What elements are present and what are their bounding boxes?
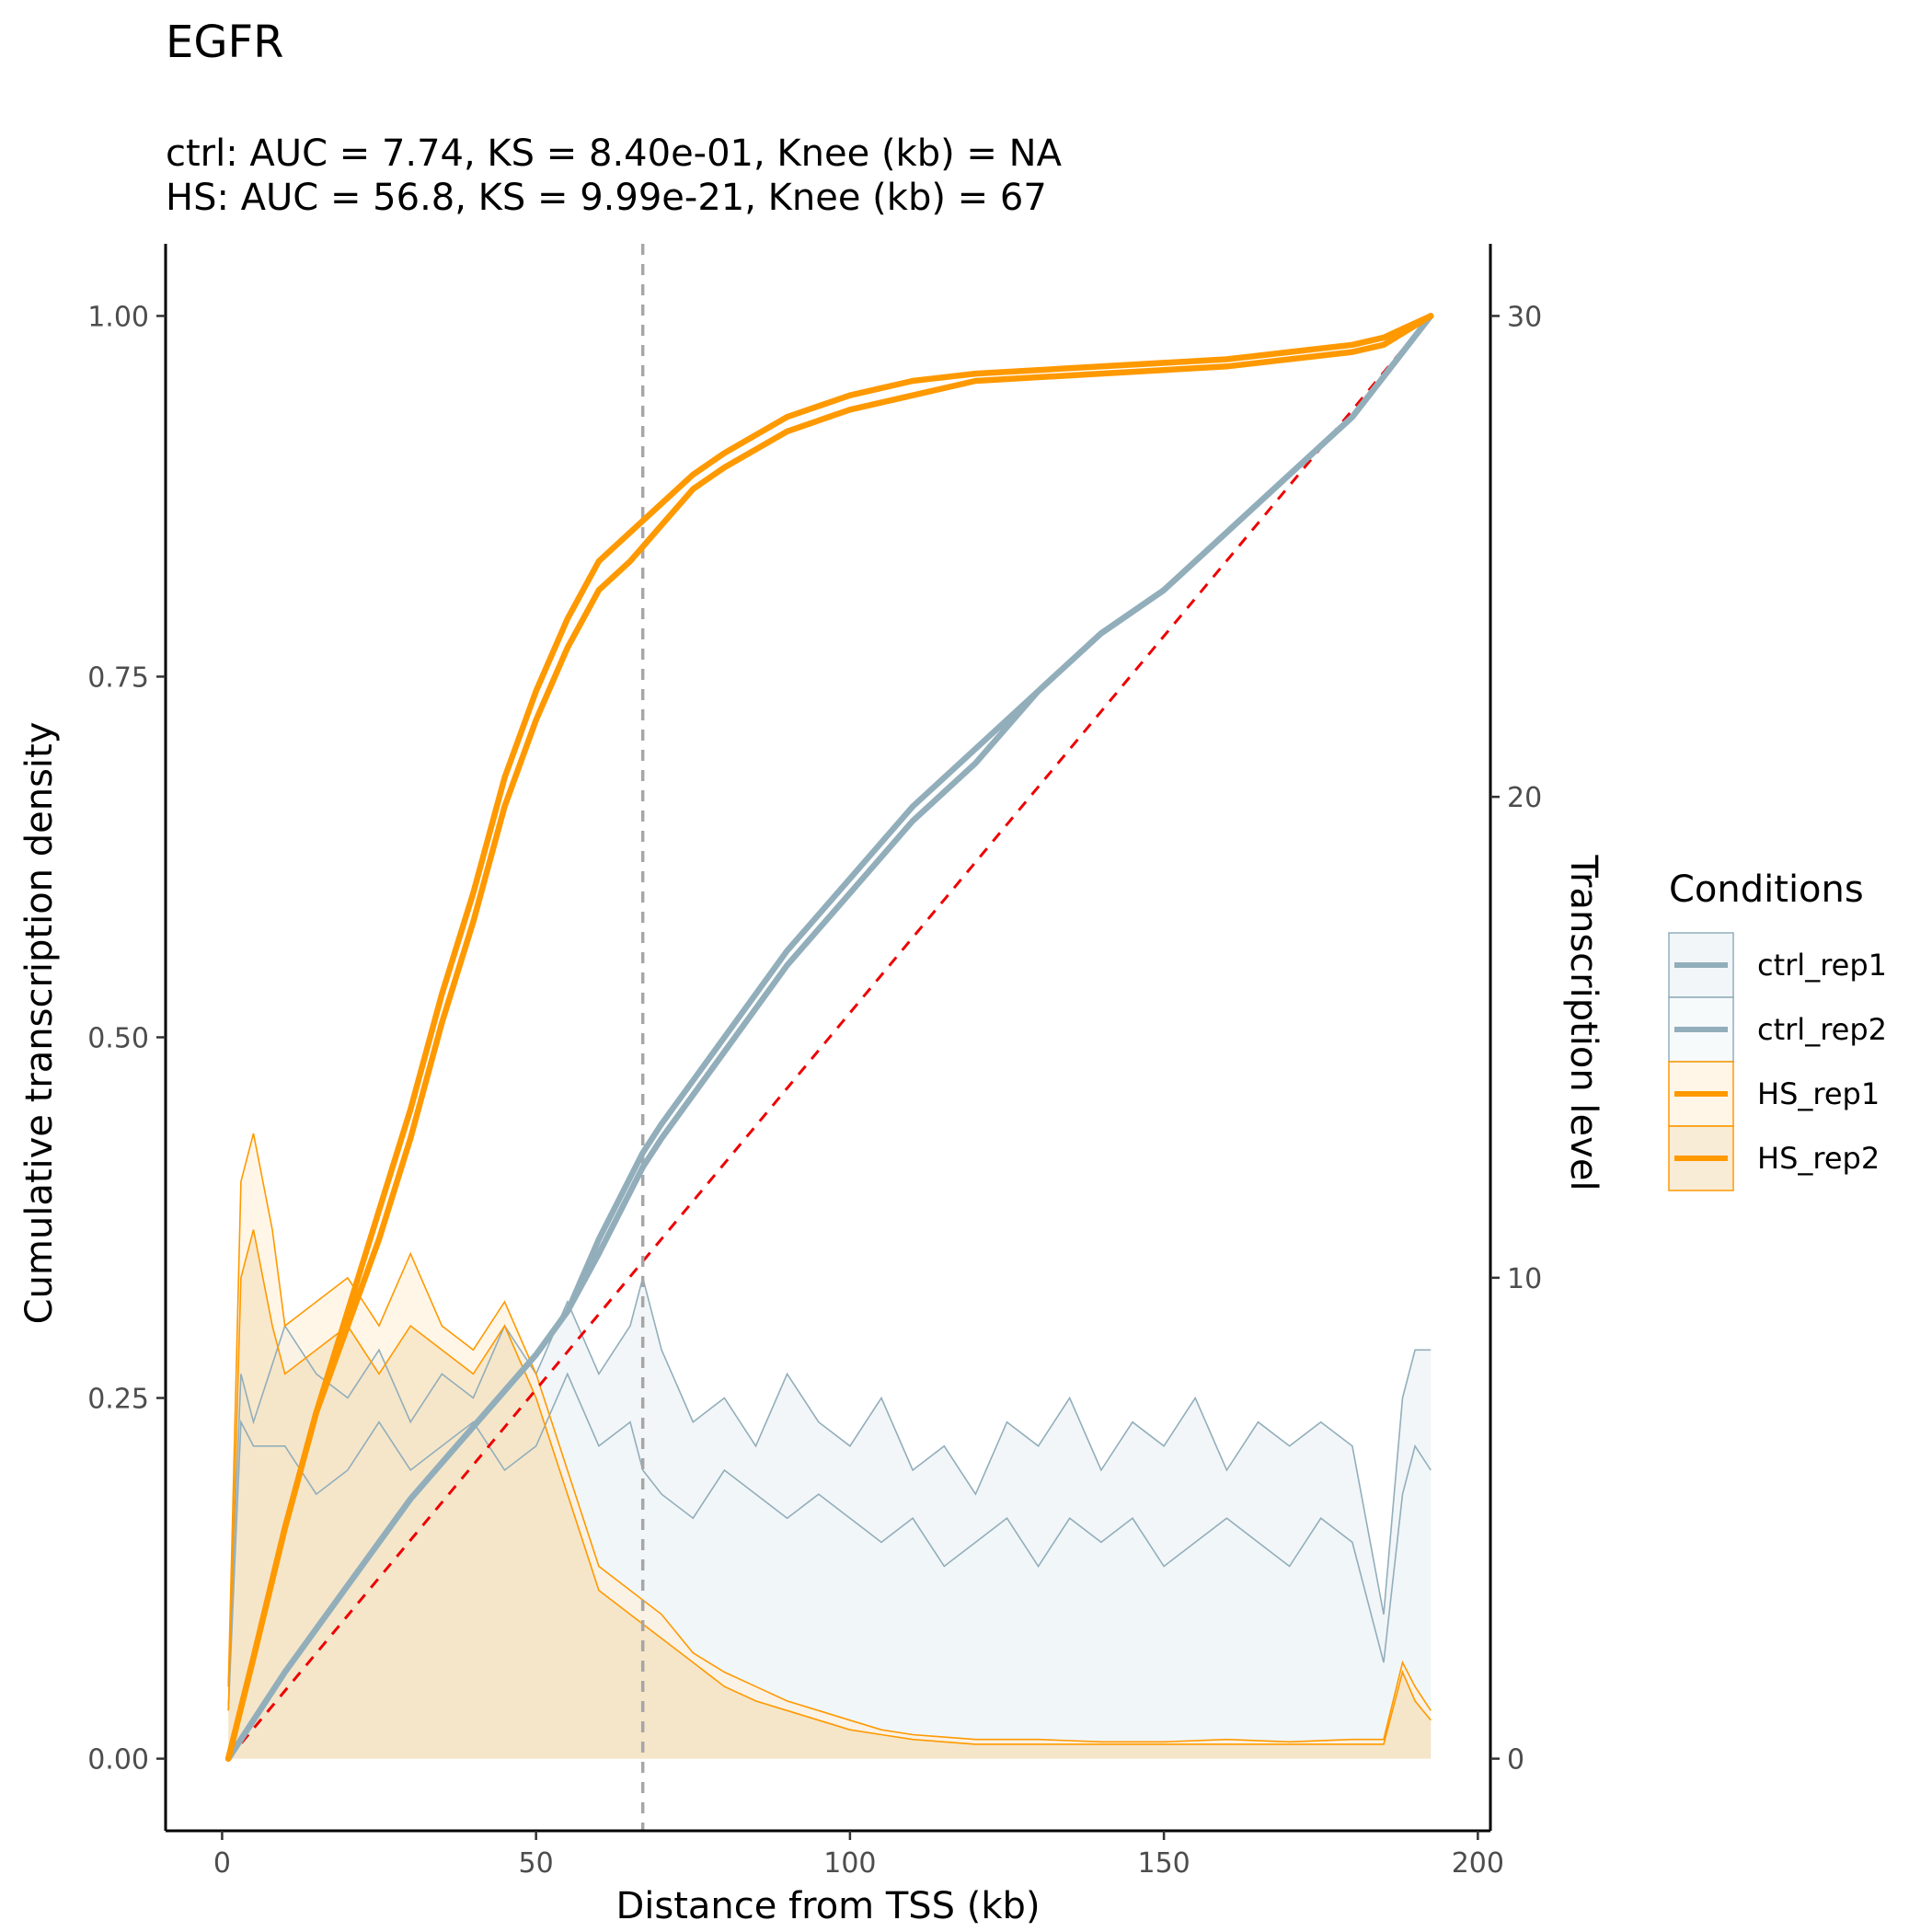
y-tick-label-0.25: 0.25 bbox=[87, 1384, 149, 1416]
x-axis-title: Distance from TSS (kb) bbox=[615, 1885, 1040, 1927]
y2-tick-label-10: 10 bbox=[1507, 1263, 1542, 1295]
x-tick-label-150: 150 bbox=[1137, 1847, 1190, 1880]
legend-label-ctrl_rep2: ctrl_rep2 bbox=[1757, 1012, 1887, 1047]
x-tick-label-0: 0 bbox=[213, 1847, 231, 1880]
level-line-ctrl_rep1 bbox=[227, 1274, 1432, 1687]
chart-title: EGFR bbox=[166, 17, 283, 68]
legend: Conditions ctrl_rep1 ctrl_rep2 HS_rep1 HS_r… bbox=[1668, 868, 1887, 1191]
legend-label-ctrl_rep1: ctrl_rep1 bbox=[1757, 948, 1887, 983]
level-area-HS_rep2 bbox=[228, 1229, 1432, 1759]
y2-axis-title: Transcription level bbox=[1562, 854, 1604, 1190]
x-tick-label-100: 100 bbox=[823, 1847, 876, 1880]
legend-label-HS_rep1: HS_rep1 bbox=[1757, 1076, 1880, 1111]
cumulative-line-HS_rep1 bbox=[224, 313, 1434, 1762]
y-tick-label-0: 0.00 bbox=[87, 1744, 149, 1777]
y-axis-title: Cumulative transcription density bbox=[18, 722, 61, 1325]
y-tick-label-1: 1.00 bbox=[87, 301, 149, 333]
cumulative-line-ctrl_rep2 bbox=[224, 313, 1434, 1762]
cumulative-line-HS_rep2 bbox=[224, 313, 1434, 1762]
plot-area: 0 50 100 150 200 0.00 0.25 0.50 0.75 1.00 0 10 20 30 bbox=[87, 244, 1542, 1880]
x-tick-label-50: 50 bbox=[519, 1847, 554, 1880]
reference-diagonal-line bbox=[227, 315, 1432, 1760]
y2-tick-label-30: 30 bbox=[1507, 301, 1542, 333]
y-tick-label-0.75: 0.75 bbox=[87, 661, 149, 694]
y2-tick-label-20: 20 bbox=[1507, 782, 1542, 814]
y2-tick-label-0: 0 bbox=[1507, 1744, 1524, 1777]
legend-label-HS_rep2: HS_rep2 bbox=[1757, 1141, 1880, 1176]
y-tick-label-0.5: 0.50 bbox=[87, 1023, 149, 1055]
level-line-ctrl_rep2 bbox=[227, 1372, 1432, 1711]
chart-subtitle-line-2: HS: AUC = 56.8, KS = 9.99e-21, Knee (kb)… bbox=[166, 177, 1047, 219]
x-tick-label-200: 200 bbox=[1452, 1847, 1504, 1880]
legend-title: Conditions bbox=[1669, 868, 1864, 911]
level-line-HS_rep1 bbox=[227, 1133, 1432, 1743]
chart-subtitle-line-1: ctrl: AUC = 7.74, KS = 8.40e-01, Knee (k… bbox=[166, 132, 1063, 175]
